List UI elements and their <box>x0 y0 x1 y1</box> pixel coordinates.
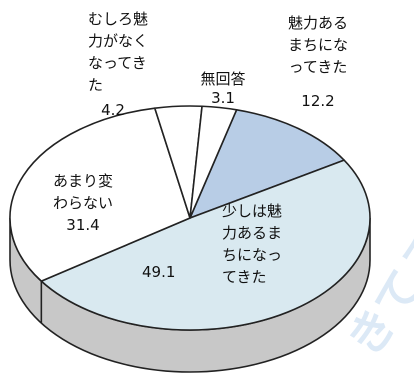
slice-value-0: 12.2 <box>301 92 334 110</box>
pie-slice-1 <box>40 159 371 331</box>
slice-value-4: 3.1 <box>211 89 235 107</box>
slice-value-3: 4.2 <box>101 101 125 119</box>
slice-label-0: 魅力あるまちになってきた <box>288 14 348 76</box>
slice-label-4: 無回答 <box>200 70 245 88</box>
slice-label-2: あまり変わらない <box>53 172 113 212</box>
pie-slice-0 <box>189 109 345 219</box>
slice-value-2: 31.4 <box>66 216 99 234</box>
slice-value-1: 49.1 <box>142 263 175 281</box>
pie-slice-4 <box>189 105 238 219</box>
pie-slice-2 <box>9 107 191 282</box>
slice-label-1: 少しは魅力あるまちになってきた <box>222 202 282 286</box>
slice-label-3: むしろ魅力がなくなってきた <box>88 10 148 94</box>
